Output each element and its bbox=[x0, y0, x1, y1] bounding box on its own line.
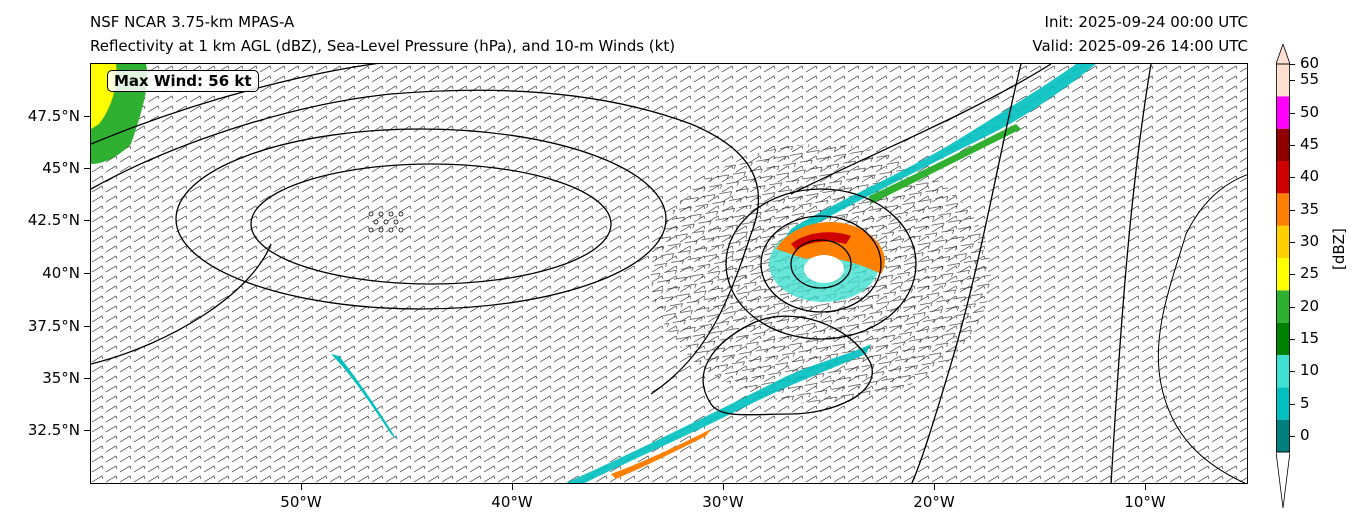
reflectivity-southern-core bbox=[611, 429, 711, 479]
lat-tickmark bbox=[84, 220, 90, 221]
colorbar-tick-label: 10 bbox=[1300, 361, 1320, 380]
reflectivity-scattered-cells bbox=[331, 354, 397, 440]
lat-tickmark bbox=[84, 168, 90, 169]
colorbar-tickmark bbox=[1290, 177, 1295, 179]
colorbar-tick-label: 55 bbox=[1300, 70, 1320, 89]
colorbar-extend-min bbox=[1276, 451, 1290, 508]
anticyclone-center bbox=[368, 211, 404, 233]
lon-tick-30w: 30°W bbox=[702, 493, 744, 511]
colorbar-bin bbox=[1276, 193, 1290, 226]
colorbar-tick-label: 20 bbox=[1300, 296, 1320, 315]
lon-tick-40w: 40°W bbox=[491, 493, 533, 511]
colorbar-tick-label: 35 bbox=[1300, 199, 1320, 218]
lat-tickmark bbox=[84, 378, 90, 379]
reflectivity-frontal-band bbox=[781, 64, 1096, 244]
colorbar-bin bbox=[1276, 64, 1290, 97]
colorbar-tick-label: 25 bbox=[1300, 264, 1320, 283]
colorbar-tickmark bbox=[1290, 371, 1295, 373]
lat-tickmark bbox=[84, 273, 90, 274]
colorbar-tickmark bbox=[1290, 435, 1295, 437]
lon-tickmark bbox=[723, 484, 724, 490]
lon-tick-20w: 20°W bbox=[913, 493, 955, 511]
map-svg bbox=[91, 64, 1247, 483]
lat-tick-40: 40°N bbox=[42, 264, 80, 282]
colorbar-bin bbox=[1276, 322, 1290, 355]
colorbar-bin bbox=[1276, 161, 1290, 194]
lon-tickmark bbox=[1145, 484, 1146, 490]
colorbar-bin bbox=[1276, 290, 1290, 323]
cyclone-eye bbox=[804, 255, 844, 283]
reflectivity-cyclone-arc bbox=[776, 221, 885, 274]
colorbar-tick-label: 40 bbox=[1300, 167, 1320, 186]
reflectivity-frontal-core bbox=[869, 124, 1021, 204]
colorbar-tick-label: 60 bbox=[1300, 54, 1320, 72]
colorbar-tick-label: 5 bbox=[1300, 393, 1310, 412]
lat-tick-45: 45°N bbox=[42, 159, 80, 177]
colorbar-tickmark bbox=[1290, 306, 1295, 308]
lon-tick-50w: 50°W bbox=[280, 493, 322, 511]
colorbar-bin bbox=[1276, 258, 1290, 291]
coastline-iberia-africa bbox=[1157, 174, 1247, 483]
colorbar-tick-label: 30 bbox=[1300, 231, 1320, 250]
colorbar-frame bbox=[1276, 63, 1290, 453]
colorbar-bin bbox=[1276, 355, 1290, 388]
colorbar-tick-label: 0 bbox=[1300, 425, 1310, 444]
lon-tick-10w: 10°W bbox=[1124, 493, 1166, 511]
lat-tick-32-5: 32.5°N bbox=[27, 421, 80, 439]
colorbar-tickmark bbox=[1290, 64, 1295, 65]
title-model: NSF NCAR 3.75-km MPAS-A bbox=[90, 13, 295, 31]
colorbar-tickmark bbox=[1290, 209, 1295, 211]
colorbar-extend-max bbox=[1276, 44, 1290, 65]
colorbar-tickmark bbox=[1290, 241, 1295, 243]
colorbar-tickmark bbox=[1290, 144, 1295, 146]
title-init-time: Init: 2025-09-24 00:00 UTC bbox=[1044, 13, 1248, 31]
reflectivity-southern-band bbox=[565, 344, 871, 483]
colorbar-tick-label: 15 bbox=[1300, 328, 1320, 347]
max-wind-label: Max Wind: 56 kt bbox=[107, 70, 259, 92]
colorbar-tick-label: 50 bbox=[1300, 102, 1320, 121]
colorbar-tickmark bbox=[1290, 112, 1295, 114]
reflectivity-cyclone-max bbox=[791, 232, 851, 250]
lat-tick-47-5: 47.5°N bbox=[27, 107, 80, 125]
lon-tickmark bbox=[512, 484, 513, 490]
colorbar-tick-label: 45 bbox=[1300, 134, 1320, 153]
colorbar-bin bbox=[1276, 419, 1290, 452]
colorbar-tickmark bbox=[1290, 403, 1295, 405]
lat-tickmark bbox=[84, 430, 90, 431]
lon-tickmark bbox=[301, 484, 302, 490]
pressure-contours bbox=[91, 64, 1152, 483]
colorbar-tickmark bbox=[1290, 274, 1295, 276]
colorbar-bin bbox=[1276, 387, 1290, 420]
colorbar-bin bbox=[1276, 96, 1290, 129]
colorbar-bin bbox=[1276, 225, 1290, 258]
lon-tickmark bbox=[934, 484, 935, 490]
colorbar-label: [dBZ] bbox=[1330, 228, 1348, 270]
lat-tickmark bbox=[84, 116, 90, 117]
lat-tick-37-5: 37.5°N bbox=[27, 317, 80, 335]
lat-tickmark bbox=[84, 326, 90, 327]
lat-tick-35: 35°N bbox=[42, 369, 80, 387]
colorbar-tickmark bbox=[1290, 80, 1295, 82]
map-panel bbox=[90, 63, 1248, 484]
colorbar-tickmark bbox=[1290, 338, 1295, 340]
title-fields: Reflectivity at 1 km AGL (dBZ), Sea-Leve… bbox=[90, 37, 676, 55]
lat-tick-42-5: 42.5°N bbox=[27, 211, 80, 229]
colorbar-bin bbox=[1276, 128, 1290, 161]
title-valid-time: Valid: 2025-09-26 14:00 UTC bbox=[1032, 37, 1248, 55]
colorbar bbox=[1276, 44, 1290, 508]
